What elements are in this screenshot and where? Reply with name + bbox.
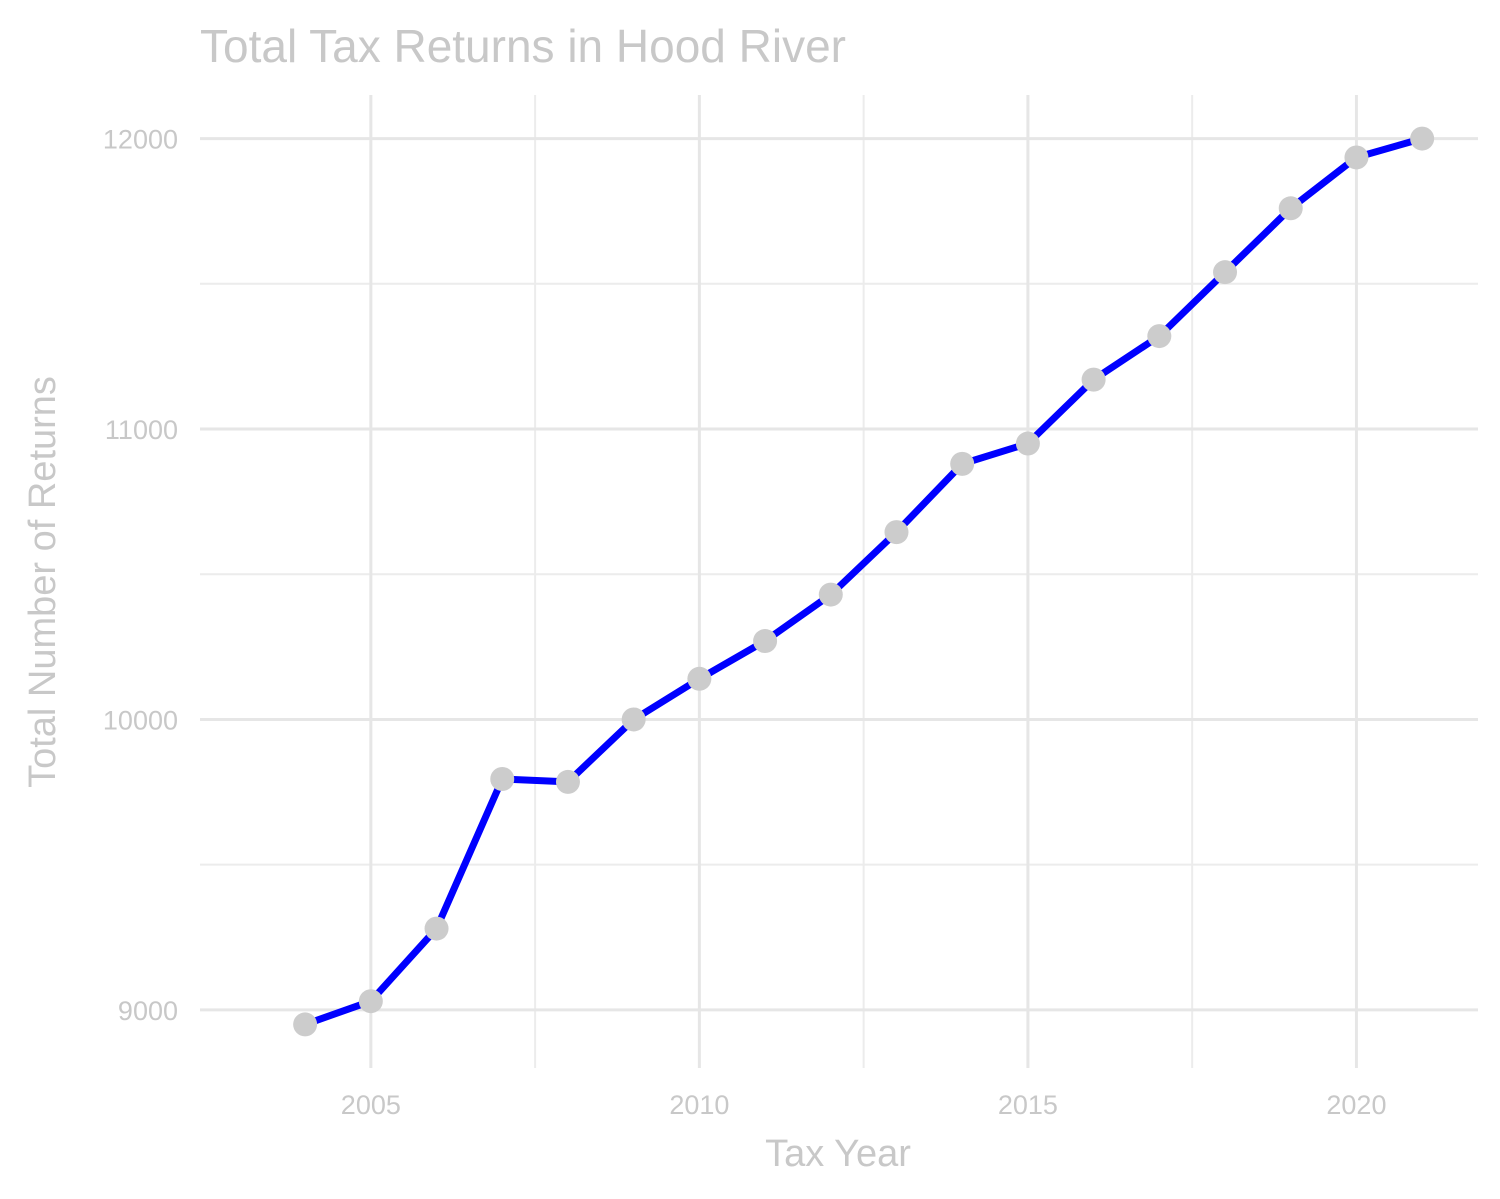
x-tick-label: 2020 — [1326, 1090, 1386, 1120]
data-point — [1344, 145, 1369, 170]
data-point — [753, 629, 778, 654]
data-point — [424, 916, 449, 941]
data-point — [555, 769, 580, 794]
data-point — [358, 989, 383, 1014]
chart-title: Total Tax Returns in Hood River — [200, 20, 846, 72]
grid — [200, 95, 1478, 1068]
data-point — [293, 1012, 318, 1037]
y-tick-label: 12000 — [103, 125, 178, 155]
series-line — [301, 135, 1426, 1028]
data-point — [1015, 431, 1040, 456]
y-axis-title: Total Number of Returns — [22, 376, 64, 788]
y-tick-label: 11000 — [105, 415, 178, 445]
x-tick-label: 2015 — [998, 1090, 1058, 1120]
y-tick-label: 9000 — [118, 996, 178, 1026]
data-point — [1410, 126, 1435, 151]
x-axis-title: Tax Year — [765, 1133, 911, 1175]
data-point — [1147, 324, 1172, 349]
x-tick-label: 2010 — [669, 1090, 729, 1120]
data-point — [687, 666, 712, 691]
series — [293, 126, 1435, 1037]
y-tick-label: 10000 — [103, 705, 178, 735]
data-point — [818, 582, 843, 607]
data-point — [884, 520, 909, 545]
tick-labels: 9000 10000 11000 12000 2005 2010 2015 2020 — [103, 125, 1387, 1120]
data-point — [490, 767, 515, 792]
data-point — [1081, 367, 1106, 392]
data-point — [1213, 260, 1238, 285]
x-tick-label: 2005 — [341, 1090, 401, 1120]
data-point — [950, 451, 975, 476]
data-point — [621, 707, 646, 732]
data-point — [1278, 196, 1303, 221]
